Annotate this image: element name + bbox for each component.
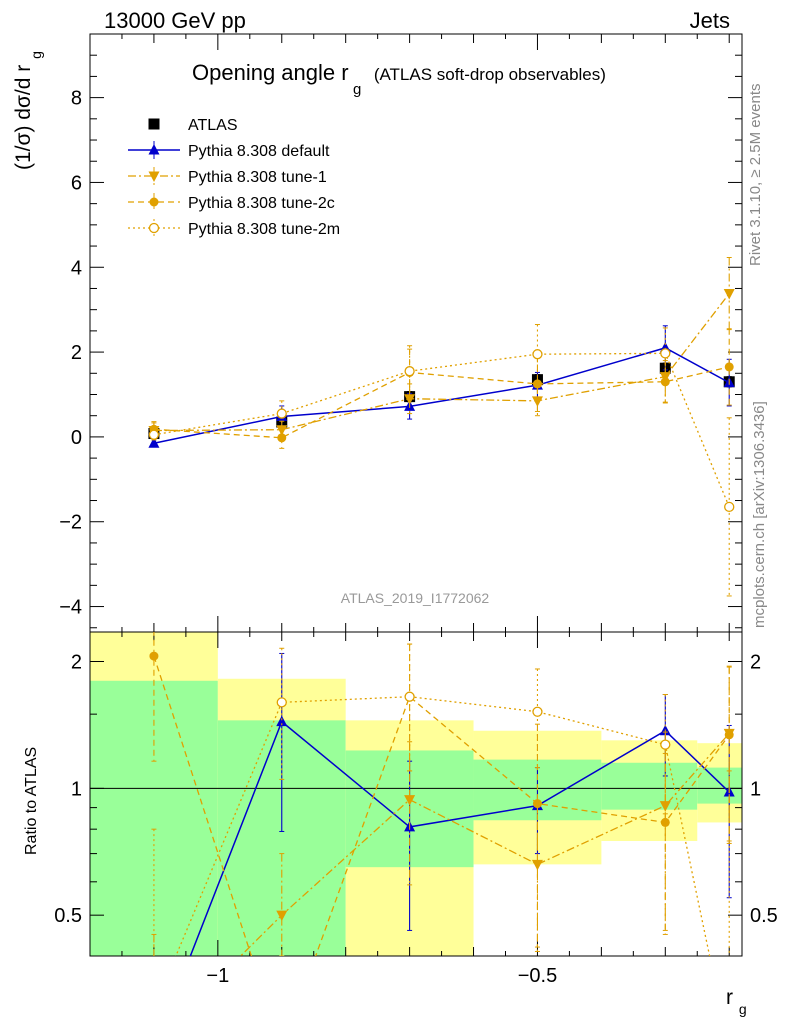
- y-tick-label: 4: [71, 257, 82, 279]
- ratio-data-point: [404, 795, 416, 806]
- ratio-plot-frame: [89, 631, 743, 957]
- mcplots-label: mcplots.cern.ch [arXiv:1306.3436]: [751, 401, 768, 628]
- legend-label: Pythia 8.308 tune-2m: [188, 221, 340, 238]
- ratio-y-tick-label: 0.5: [54, 905, 82, 927]
- analysis-id: ATLAS_2019_I1772062: [341, 590, 490, 606]
- legend-marker: [148, 222, 160, 234]
- series-line: [153, 293, 730, 432]
- data-point: [724, 501, 735, 513]
- data-point: [532, 349, 543, 360]
- ratio-data-point: [724, 730, 734, 740]
- ratio-series-line: [175, 696, 711, 956]
- ratio-data-point: [276, 910, 288, 922]
- chart-title-detail: (ATLAS soft-drop observables): [374, 65, 606, 84]
- data-point: [277, 433, 287, 443]
- y-tick-label: −4: [59, 597, 82, 619]
- ratio-y-tick-label: 2: [71, 652, 82, 674]
- data-point: [660, 377, 670, 387]
- data-point: [276, 408, 287, 419]
- data-point: [404, 394, 416, 405]
- ratio-data-point: [404, 691, 415, 702]
- ratio-y-tick-label: 0.5: [750, 905, 778, 927]
- y-tick-label: 8: [71, 88, 82, 110]
- ratio-data-point: [149, 651, 159, 661]
- ratio-data-point: [276, 697, 287, 708]
- data-point: [148, 429, 160, 440]
- main-series-group: [148, 257, 735, 597]
- legend-marker: [149, 197, 159, 207]
- ratio-data-point: [276, 715, 288, 727]
- y-axis-label-subscript: g: [28, 51, 44, 59]
- legend-marker: [148, 118, 160, 130]
- ratio-series-line: [189, 720, 730, 956]
- ratio-series-group: [149, 632, 735, 956]
- ratio-data-point: [532, 706, 543, 717]
- legend-label: ATLAS: [188, 117, 238, 134]
- y-axis-label: (1/σ) dσ/d r g: [12, 51, 44, 170]
- ratio-data-point: [660, 817, 670, 827]
- legend-marker: [148, 144, 160, 155]
- data-point: [404, 366, 415, 377]
- series-line: [153, 366, 730, 439]
- header-right: Jets: [690, 8, 730, 33]
- chart-title: Opening angle r g (ATLAS soft-drop obser…: [192, 60, 606, 98]
- ratio-series-line: [153, 655, 730, 956]
- legend: ATLAS Pythia 8.308 default Pythia 8.308 tu…: [128, 117, 340, 238]
- header-left: 13000 GeV pp: [104, 8, 246, 33]
- y-tick-label: −2: [59, 512, 82, 534]
- ratio-data-point: [532, 799, 542, 809]
- ratio-y-tick-label: 1: [71, 778, 82, 800]
- axis-tick-labels: −4 −2 0 2 4 6 8 −1 −0.5 0.5 0.5 1 1 2 2: [54, 88, 778, 987]
- x-tick-label: −1: [206, 965, 229, 987]
- band-inner: [601, 762, 698, 810]
- legend-label: Pythia 8.308 tune-1: [188, 169, 327, 186]
- legend-label: Pythia 8.308 tune-2c: [188, 195, 335, 212]
- y-tick-label: 6: [71, 172, 82, 194]
- data-point: [660, 348, 671, 359]
- ratio-y-axis-label: Ratio to ATLAS: [23, 747, 40, 855]
- x-axis-label-main: r: [726, 986, 733, 1009]
- data-point: [724, 362, 734, 372]
- legend-label: Pythia 8.308 default: [188, 143, 330, 160]
- y-tick-label: 2: [71, 342, 82, 364]
- ratio-data-point: [660, 739, 671, 750]
- x-tick-label: −0.5: [518, 965, 557, 987]
- series-line: [153, 347, 730, 445]
- chart-title-main: Opening angle r: [192, 60, 349, 85]
- ratio-y-tick-label: 2: [750, 652, 761, 674]
- ratio-y-tick-label: 1: [750, 778, 761, 800]
- data-point: [723, 289, 735, 300]
- legend-marker: [148, 171, 160, 182]
- x-axis-label: r g: [726, 986, 747, 1017]
- band-inner: [697, 767, 742, 804]
- y-axis-label-main: (1/σ) dσ/d r: [12, 65, 35, 170]
- axis-ticks: [90, 33, 742, 956]
- data-point: [148, 437, 160, 448]
- y-tick-label: 0: [71, 427, 82, 449]
- x-axis-label-subscript: g: [739, 1001, 747, 1017]
- rivet-label: Rivet 3.1.10, ≥ 2.5M events: [747, 84, 764, 267]
- chart-title-subscript: g: [353, 81, 361, 98]
